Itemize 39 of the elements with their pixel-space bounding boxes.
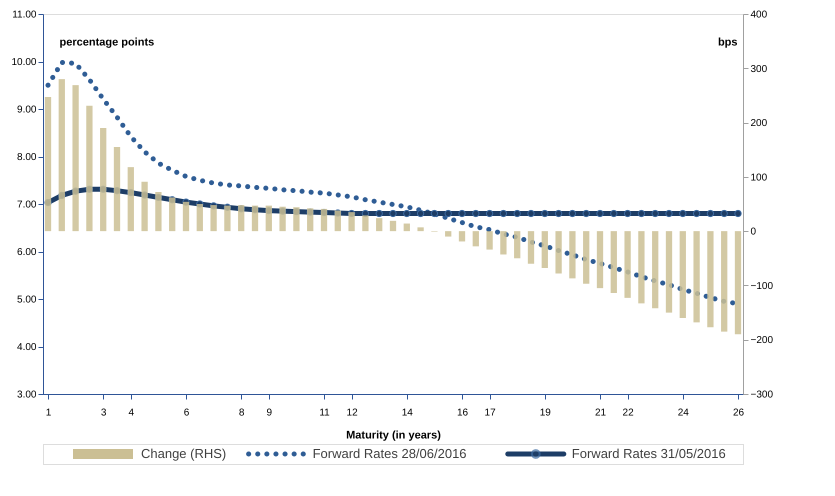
x-tick-label: 6 <box>184 408 190 418</box>
x-tick-label: 8 <box>238 408 245 418</box>
y-tick-label: 4.00 <box>17 342 37 353</box>
x-tick-label: 1 <box>46 408 52 418</box>
x-tick-label: 9 <box>266 408 273 418</box>
legend-label: Change (RHS) <box>141 446 226 461</box>
y2-tick-label: 200 <box>750 118 768 130</box>
y-tick-label: 8.00 <box>17 152 37 163</box>
y2-tick-label: 0 <box>750 226 756 238</box>
legend-label: Forward Rates 31/05/2016 <box>572 446 726 461</box>
y-tick-label: 3.00 <box>17 390 37 400</box>
y-tick-label: 10.00 <box>11 57 37 68</box>
y2-tick-label: −100 <box>750 280 774 292</box>
x-tick-label: 14 <box>402 408 414 418</box>
y2-axis-title: bps <box>718 36 738 48</box>
x-tick-label: 19 <box>540 408 552 418</box>
x-tick-label: 17 <box>484 408 496 418</box>
y2-tick-label: 300 <box>750 64 768 75</box>
x-tick-label: 4 <box>128 408 135 418</box>
y2-tick-label: −200 <box>750 335 774 346</box>
y2-tick-label: 400 <box>750 10 768 20</box>
y-tick-label: 11.00 <box>12 10 37 20</box>
x-tick-label: 11 <box>319 408 330 418</box>
x-tick-label: 16 <box>456 408 468 418</box>
x-tick-label: 3 <box>100 408 107 418</box>
x-tick-label: 21 <box>594 408 606 418</box>
y-tick-label: 9.00 <box>17 104 37 116</box>
x-tick-label: 24 <box>678 408 690 418</box>
x-tick-label: 26 <box>732 408 744 418</box>
y2-tick-label: −300 <box>750 390 774 400</box>
y-tick-label: 7.00 <box>17 200 37 210</box>
y2-tick-label: 100 <box>750 172 768 184</box>
legend-label: Forward Rates 28/06/2016 <box>312 446 467 461</box>
x-axis-title: Maturity (in years) <box>346 430 442 442</box>
y-axis-title: percentage points <box>60 36 154 48</box>
x-tick-label: 22 <box>622 408 634 418</box>
y-tick-label: 5.00 <box>17 294 37 306</box>
x-tick-label: 12 <box>346 408 358 418</box>
y-tick-label: 6.00 <box>17 247 37 258</box>
